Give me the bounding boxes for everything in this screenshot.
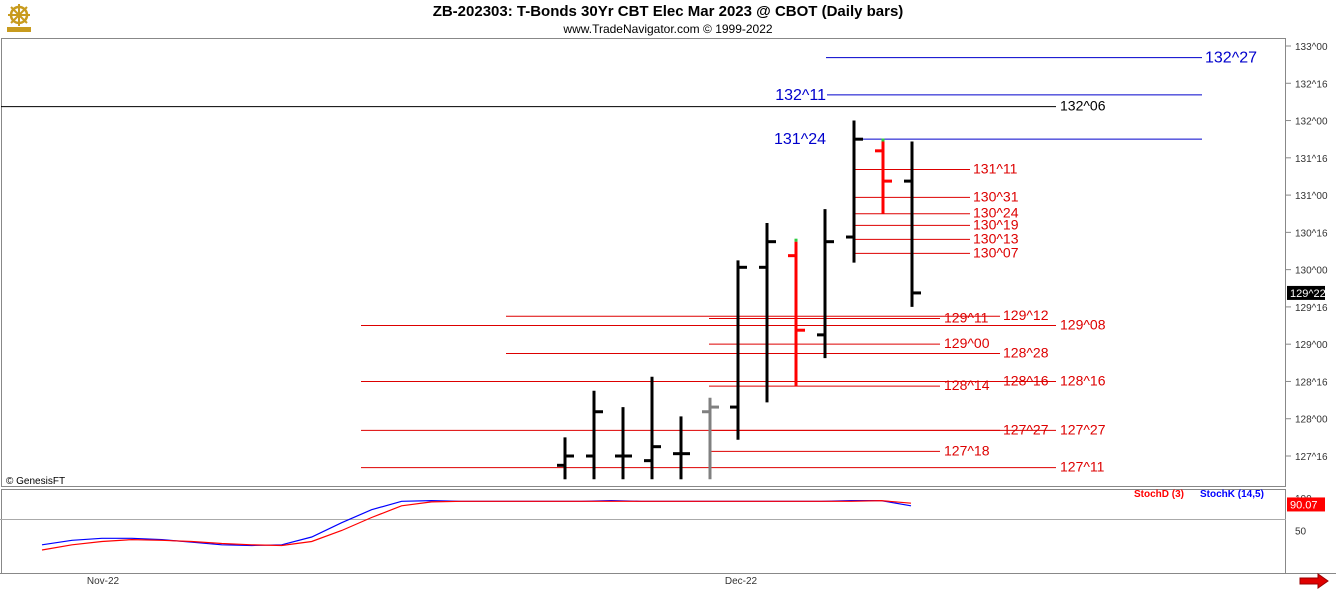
ohlc-bar	[730, 260, 747, 440]
ohlc-bar	[817, 209, 834, 359]
price-level-label: 128^16	[1060, 372, 1106, 388]
ohlc-bar	[875, 138, 892, 214]
stoch-series-line	[41, 499, 912, 551]
ohlc-bar	[615, 407, 632, 480]
chart-title: ZB-202303: T-Bonds 30Yr CBT Elec Mar 202…	[432, 3, 904, 20]
price-level-label: 130^24	[973, 205, 1019, 221]
x-tick-label: Dec-22	[725, 576, 758, 587]
ohlc-bar	[644, 376, 661, 480]
y-tick-label: 133^00	[1295, 42, 1328, 53]
copyright-label: © GenesisFT	[6, 476, 65, 487]
stoch-legend-label: StochK (14,5)	[1200, 489, 1264, 500]
panel-frames	[0, 38, 1336, 574]
price-level-label: 132^06	[1060, 98, 1106, 114]
price-level-label: 127^11	[1060, 459, 1105, 475]
price-level-label: 127^27	[1060, 421, 1106, 437]
price-level-label: 130^19	[973, 216, 1019, 232]
ohlc-bar	[846, 120, 863, 263]
ohlc-bars	[557, 120, 921, 480]
price-level-label: 132^11	[775, 87, 826, 104]
y-tick-label: 131^16	[1295, 154, 1328, 165]
price-levels: 132^27132^11132^06131^24131^11130^31130^…	[1, 50, 1257, 475]
price-level-label: 129^12	[1003, 307, 1049, 323]
price-level-label: 128^14	[944, 377, 990, 393]
price-level-label: 128^16	[1003, 372, 1049, 388]
stoch-series-line	[41, 499, 912, 547]
chart-subtitle: www.TradeNavigator.com © 1999-2022	[563, 22, 773, 36]
ohlc-bar	[702, 397, 719, 480]
stoch-value-badge	[1287, 497, 1325, 512]
y-tick-label: 129^00	[1295, 340, 1328, 351]
price-level-label: 130^07	[973, 244, 1019, 260]
y-tick-label: 131^00	[1295, 191, 1328, 202]
y-tick-label: 128^16	[1295, 377, 1328, 388]
title-bar: ZB-202303: T-Bonds 30Yr CBT Elec Mar 202…	[0, 0, 1336, 38]
ohlc-bar	[673, 416, 690, 480]
ohlc-bar	[788, 238, 805, 387]
y-tick-label: 128^00	[1295, 415, 1328, 426]
y-tick-label: 132^00	[1295, 117, 1328, 128]
price-level-label: 128^28	[1003, 345, 1049, 361]
ohlc-bar	[557, 437, 574, 480]
gold-ship-wheel-logo-icon	[7, 4, 31, 32]
price-level-label: 131^24	[774, 131, 826, 148]
date-axis: Nov-22 Dec-22	[87, 576, 758, 587]
price-level-label: 130^13	[973, 230, 1019, 246]
y-tick-label: 132^16	[1295, 79, 1328, 90]
stoch-legend-label: StochD (3)	[1134, 489, 1184, 500]
price-level-label: 127^18	[944, 442, 990, 458]
y-tick-label: 130^16	[1295, 228, 1328, 239]
last-price-label: 129^22	[1290, 288, 1326, 300]
right-arrow-icon[interactable]	[1298, 573, 1330, 589]
price-level-label: 127^27	[1003, 421, 1049, 437]
price-level-label: 131^11	[973, 160, 1018, 176]
price-level-label: 132^27	[1205, 50, 1257, 67]
y-tick-label: 130^00	[1295, 266, 1328, 277]
last-price-badge	[1287, 285, 1325, 300]
stoch-value-label: 90.07	[1290, 499, 1318, 511]
price-level-label: 130^31	[973, 188, 1019, 204]
price-level-label: 129^00	[944, 335, 990, 351]
ohlc-bar	[759, 223, 776, 403]
price-axis: 133^00 132^16 132^00 131^16 131^00 130^16 130^…	[1286, 42, 1328, 463]
price-level-label: 129^11	[944, 310, 989, 326]
y-tick-label: 129^16	[1295, 303, 1328, 314]
ohlc-bar	[586, 390, 603, 480]
ohlc-bar	[904, 141, 921, 307]
price-level-label: 129^08	[1060, 317, 1106, 333]
stochastic-panel: StochD (3)StochK (14,5)1005090.07	[41, 489, 1325, 551]
stoch-y-tick-label: 50	[1295, 527, 1307, 538]
y-tick-label: 127^16	[1295, 452, 1328, 463]
x-tick-label: Nov-22	[87, 576, 120, 587]
